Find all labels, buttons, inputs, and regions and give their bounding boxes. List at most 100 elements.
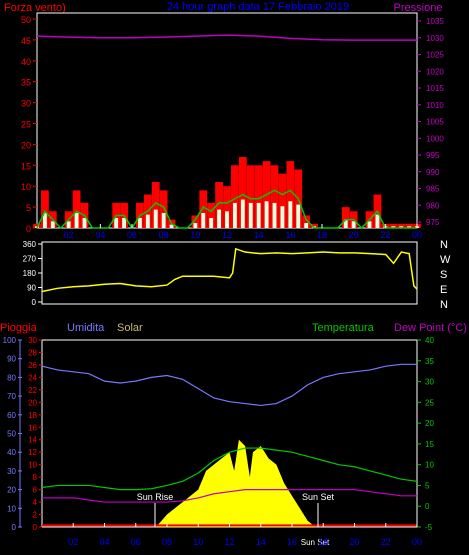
hour-tick-label: 06 <box>131 537 141 547</box>
rain-tick-label: 14 <box>28 436 37 445</box>
hour-tick-label: 04 <box>99 537 109 547</box>
compass-label: S <box>440 269 447 281</box>
humidity-tick-label: 0 <box>12 523 17 532</box>
wind-low-bar <box>273 203 277 228</box>
humidity-tick-label: 80 <box>7 373 16 382</box>
solar-area <box>156 440 315 527</box>
wind-tick-label: 35 <box>21 78 31 88</box>
rain-tick-label: 12 <box>28 448 37 457</box>
humidity-axis-title: Umidita <box>67 322 105 334</box>
pressure-tick-label: 1035 <box>426 17 444 26</box>
hour-tick-label: 00 <box>412 537 422 547</box>
humidity-tick-label: 100 <box>3 336 17 345</box>
direction-series <box>42 249 417 292</box>
pressure-tick-label: 990 <box>426 168 440 177</box>
temperature-tick-label: 20 <box>425 419 434 428</box>
pressure-tick-label: 1020 <box>426 67 444 76</box>
humidity-tick-label: 90 <box>7 355 16 364</box>
hour-tick-label: 10 <box>190 230 200 240</box>
wind-tick-label: 20 <box>21 140 31 150</box>
temperature-tick-label: 25 <box>425 398 434 407</box>
rain-tick-label: 16 <box>28 423 37 432</box>
hour-tick-label: 14 <box>254 230 264 240</box>
temperature-tick-label: 15 <box>425 440 434 449</box>
climate-series <box>42 364 417 527</box>
rain-tick-label: 22 <box>28 386 37 395</box>
rain-tick-label: 4 <box>33 498 38 507</box>
rain-tick-label: 20 <box>28 398 37 407</box>
pressure-tick-label: 1030 <box>426 34 444 43</box>
hour-tick-label: 08 <box>162 537 172 547</box>
wind-low-bar <box>375 215 379 228</box>
wind-low-bar <box>296 205 300 228</box>
hour-tick-label: 18 <box>318 537 328 547</box>
chart-title: 24 hour graph data 17 Febbraio 2019 <box>167 1 349 13</box>
wind-low-bar <box>233 203 237 228</box>
pressure-tick-label: 1000 <box>426 134 444 143</box>
pressure-tick-label: 1025 <box>426 51 444 60</box>
wind-low-bar <box>368 221 372 228</box>
wind-tick-label: 30 <box>21 99 31 109</box>
temperature-tick-label: 0 <box>425 502 430 511</box>
rain-tick-label: 28 <box>28 348 37 357</box>
sun-set-label: Sun Set <box>302 492 335 502</box>
hour-tick-label: 10 <box>193 537 203 547</box>
wind-tick-label: 45 <box>21 36 31 46</box>
dew-point-axis-title: Dew Point (°C) <box>394 322 467 334</box>
direction-tick-label: 0 <box>32 298 37 307</box>
rain-axis-title: Pioggia <box>0 322 38 334</box>
temperature-tick-label: 5 <box>425 481 430 490</box>
wind-axis-ticks: 0 5 10 15 20 25 30 35 40 45 50 <box>21 15 37 234</box>
hour-tick-label: 12 <box>224 537 234 547</box>
wind-low-bar <box>75 213 79 228</box>
hour-tick-label: 12 <box>222 230 232 240</box>
wind-low-bar <box>51 221 55 228</box>
pressure-axis-title: Pressione <box>394 2 443 14</box>
hour-tick-label: 00 <box>412 230 422 240</box>
hour-tick-label: 08 <box>159 230 169 240</box>
hour-tick-label: 06 <box>127 230 137 240</box>
wind-low-bar <box>304 223 308 228</box>
rain-tick-label: 2 <box>33 511 38 520</box>
wind-low-bar <box>265 201 269 228</box>
wind-low-bar <box>217 210 221 228</box>
direction-tick-label: 180 <box>23 269 37 278</box>
sun-rise-label: Sun Rise <box>137 492 174 502</box>
temperature-axis-title: Temperatura <box>312 322 375 334</box>
wind-tick-label: 0 <box>26 224 31 234</box>
compass-label: N <box>440 299 448 311</box>
wind-low-bar <box>201 213 205 228</box>
pressure-tick-label: 980 <box>426 201 440 210</box>
hour-tick-label: 02 <box>68 537 78 547</box>
wind-axis-title: Forza vento) <box>4 2 66 14</box>
wind-low-bar <box>114 218 118 228</box>
rain-tick-label: 8 <box>33 473 38 482</box>
wind-low-bar <box>288 201 292 228</box>
pressure-axis-ticks: 9759809859909951000100510101015102010251… <box>417 17 444 227</box>
wind-low-bar <box>280 206 284 228</box>
temperature-tick-label: 40 <box>425 336 434 345</box>
wind-low-bar <box>249 203 253 228</box>
rain-tick-label: 30 <box>28 336 37 345</box>
hour-tick-label: 22 <box>380 230 390 240</box>
temperature-tick-label: 35 <box>425 357 434 366</box>
humidity-tick-label: 50 <box>7 430 16 439</box>
wind-tick-label: 5 <box>26 203 31 213</box>
wind-low-bar <box>241 200 245 228</box>
wind-low-bar <box>146 215 150 228</box>
wind-low-bar <box>138 218 142 228</box>
hour-tick-label: 02 <box>64 230 74 240</box>
humidity-tick-label: 30 <box>7 467 16 476</box>
hour-tick-label: 20 <box>349 537 359 547</box>
temperature-tick-label: 10 <box>425 461 434 470</box>
pressure-tick-label: 995 <box>426 151 440 160</box>
wind-low-bar <box>154 210 158 228</box>
direction-chart-frame <box>42 242 417 304</box>
rain-tick-label: 26 <box>28 361 37 370</box>
humidity-line <box>42 364 417 405</box>
humidity-tick-label: 70 <box>7 392 16 401</box>
pressure-tick-label: 1010 <box>426 101 444 110</box>
wind-low-bar <box>83 218 87 228</box>
temperature-tick-label: -5 <box>425 523 433 532</box>
